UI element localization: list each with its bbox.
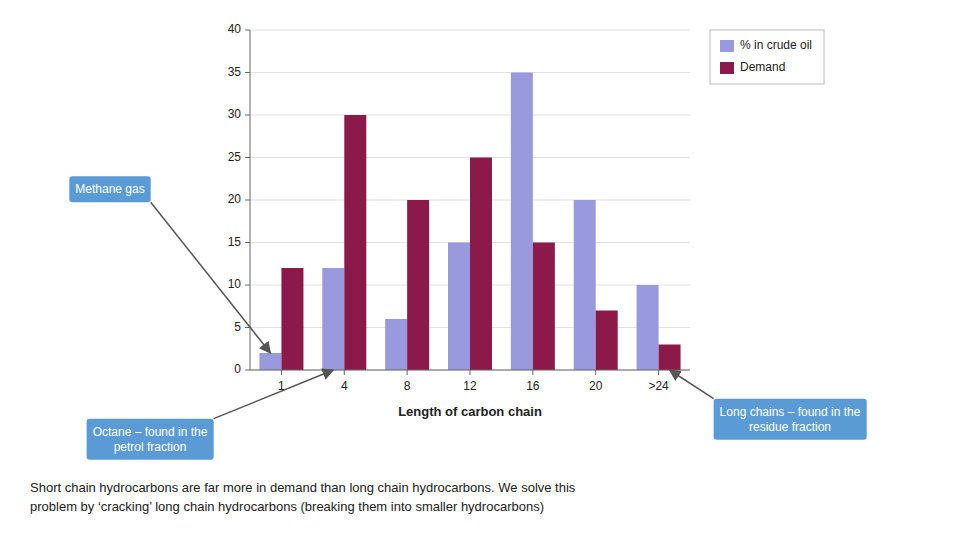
annotation-arrow bbox=[151, 202, 271, 353]
text-line: Methane gas bbox=[75, 182, 144, 196]
annotation: Long chains – found in theresidue fracti… bbox=[714, 399, 867, 440]
legend-swatch bbox=[720, 40, 734, 52]
grid-line bbox=[250, 72, 690, 73]
bar bbox=[448, 243, 470, 371]
x-tick-label: 8 bbox=[404, 379, 411, 393]
annotation: Octane – found in thepetrol fraction bbox=[87, 419, 214, 460]
y-tick bbox=[245, 72, 250, 73]
x-tick bbox=[344, 370, 345, 375]
annotation-arrow bbox=[670, 370, 714, 399]
x-tick bbox=[595, 370, 596, 375]
text-line: residue fraction bbox=[749, 420, 831, 434]
y-tick-label: 0 bbox=[234, 362, 241, 376]
y-tick-label: 35 bbox=[228, 65, 242, 79]
bar bbox=[596, 311, 618, 371]
x-tick bbox=[470, 370, 471, 375]
x-tick bbox=[407, 370, 408, 375]
x-axis-label: Length of carbon chain bbox=[398, 404, 542, 419]
y-tick-label: 40 bbox=[228, 22, 242, 36]
y-tick bbox=[245, 30, 250, 31]
y-tick bbox=[245, 200, 250, 201]
x-tick-label: 20 bbox=[589, 379, 603, 393]
x-tick-label: 12 bbox=[463, 379, 477, 393]
x-tick bbox=[281, 370, 282, 375]
bar bbox=[281, 268, 303, 370]
text-line: Short chain hydrocarbons are far more in… bbox=[30, 480, 576, 495]
bar bbox=[533, 243, 555, 371]
x-tick-label: 16 bbox=[526, 379, 540, 393]
y-tick-label: 20 bbox=[228, 192, 242, 206]
annotations: Methane gas Octane – found in thepetrol f… bbox=[69, 176, 866, 460]
bar bbox=[322, 268, 344, 370]
bar bbox=[259, 353, 281, 370]
y-axis bbox=[250, 30, 251, 370]
legend: % in crude oil Demand bbox=[710, 30, 824, 84]
x-tick-label: 4 bbox=[341, 379, 348, 393]
y-tick bbox=[245, 285, 250, 286]
x-tick-label: >24 bbox=[648, 379, 669, 393]
legend-label: Demand bbox=[740, 60, 785, 74]
legend-label: % in crude oil bbox=[740, 38, 812, 52]
y-tick-label: 10 bbox=[228, 277, 242, 291]
bar bbox=[407, 200, 429, 370]
text-line: problem by ‘cracking’ long chain hydroca… bbox=[30, 499, 544, 514]
y-tick-label: 15 bbox=[228, 235, 242, 249]
grid-line bbox=[250, 115, 690, 116]
bars bbox=[259, 73, 680, 371]
bar bbox=[637, 285, 659, 370]
grid bbox=[250, 30, 690, 370]
bar bbox=[470, 158, 492, 371]
annotation-box bbox=[87, 419, 214, 460]
text-line: Octane – found in the bbox=[93, 425, 208, 439]
text-line: Long chains – found in the bbox=[720, 405, 861, 419]
x-tick bbox=[532, 370, 533, 375]
y-tick-label: 30 bbox=[228, 107, 242, 121]
legend-swatch bbox=[720, 62, 734, 74]
bar bbox=[385, 319, 407, 370]
y-tick-label: 5 bbox=[234, 320, 241, 334]
text-line: petrol fraction bbox=[114, 440, 187, 454]
bar bbox=[659, 345, 681, 371]
y-tick-label: 25 bbox=[228, 150, 242, 164]
annotation-text: Octane – found in thepetrol fraction bbox=[93, 425, 208, 454]
caption: Short chain hydrocarbons are far more in… bbox=[30, 480, 576, 514]
bar bbox=[574, 200, 596, 370]
y-tick bbox=[245, 242, 250, 243]
chart: 0510152025303540148121620>24Length of ca… bbox=[0, 0, 960, 540]
annotation-text: Long chains – found in theresidue fracti… bbox=[720, 405, 861, 434]
bar bbox=[511, 73, 533, 371]
grid-line bbox=[250, 30, 690, 31]
annotation-box bbox=[714, 399, 867, 440]
y-tick bbox=[245, 115, 250, 116]
legend-frame bbox=[710, 30, 824, 84]
annotation-arrow bbox=[214, 370, 334, 419]
annotation: Methane gas bbox=[69, 176, 150, 202]
y-tick bbox=[245, 157, 250, 158]
annotation-text: Methane gas bbox=[75, 182, 144, 196]
bar bbox=[344, 115, 366, 370]
y-tick bbox=[245, 370, 250, 371]
annotation-box bbox=[69, 176, 150, 202]
x-tick bbox=[658, 370, 659, 375]
